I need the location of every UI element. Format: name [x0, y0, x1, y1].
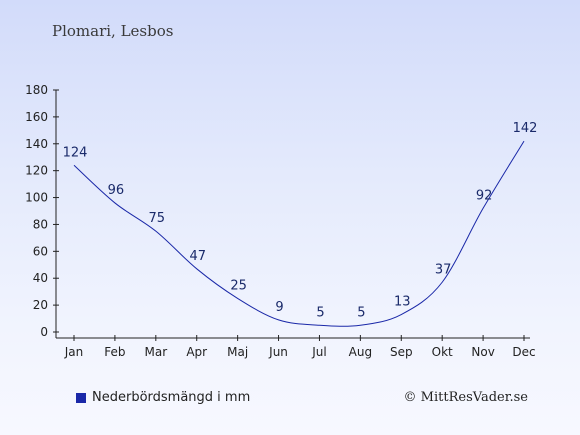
x-tick-label: Aug — [349, 345, 372, 359]
data-label: 96 — [108, 183, 125, 198]
x-tick-label: Mar — [144, 345, 167, 359]
x-tick-label: Feb — [104, 345, 125, 359]
data-label: 37 — [435, 262, 452, 277]
x-tick-label: Maj — [227, 345, 248, 359]
x-tick-label: Dec — [512, 345, 535, 359]
data-label: 124 — [63, 145, 88, 160]
x-tick-label: Nov — [471, 345, 494, 359]
y-tick-label: 60 — [33, 244, 48, 258]
x-tick-label: Sep — [390, 345, 413, 359]
y-tick-label: 180 — [25, 83, 48, 97]
y-tick-label: 40 — [33, 271, 48, 285]
chart-title: Plomari, Lesbos — [52, 22, 174, 40]
data-label: 25 — [230, 278, 247, 293]
legend: Nederbördsmängd i mm — [76, 390, 250, 405]
data-label: 75 — [149, 211, 166, 226]
x-tick-label: Apr — [186, 345, 207, 359]
x-tick-label: Okt — [432, 345, 453, 359]
y-tick-label: 120 — [25, 164, 48, 178]
data-label: 9 — [275, 300, 283, 315]
y-tick-label: 80 — [33, 217, 48, 231]
data-label: 92 — [476, 188, 493, 203]
data-label: 142 — [513, 121, 538, 136]
x-tick-label: Jan — [64, 345, 84, 359]
y-tick-label: 20 — [33, 298, 48, 312]
data-label: 5 — [316, 305, 324, 320]
x-tick-label: Jul — [311, 345, 326, 359]
y-tick-label: 140 — [25, 137, 48, 151]
y-tick-label: 0 — [40, 325, 48, 339]
series-line — [73, 140, 525, 327]
credit-text: © MittResVader.se — [403, 390, 528, 405]
legend-label: Nederbördsmängd i mm — [92, 390, 251, 405]
data-label: 47 — [189, 249, 206, 264]
legend-swatch — [76, 392, 86, 403]
y-tick-label: 100 — [25, 191, 48, 205]
data-label: 13 — [394, 295, 411, 310]
y-tick-label: 160 — [25, 110, 48, 124]
data-label: 5 — [357, 305, 365, 320]
x-tick-label: Jun — [268, 345, 288, 359]
